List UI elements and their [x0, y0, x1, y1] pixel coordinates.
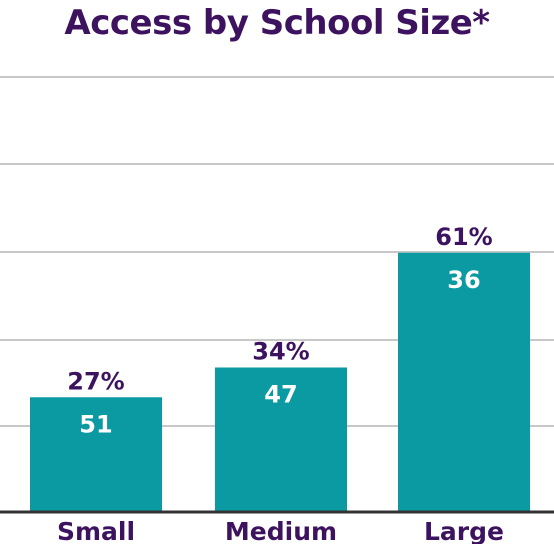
bars [30, 252, 530, 512]
bar-large [398, 252, 530, 512]
data-labels: 27% 51 34% 47 61% 36 [67, 223, 492, 439]
chart-title: Access by School Size* [64, 3, 490, 43]
category-label-small: Small [57, 517, 135, 544]
category-label-medium: Medium [225, 517, 337, 544]
count-label-large: 36 [447, 266, 480, 294]
percent-label-medium: 34% [252, 338, 309, 366]
category-labels: Small Medium Large [57, 517, 504, 544]
count-label-medium: 47 [264, 381, 297, 409]
count-label-small: 51 [79, 410, 112, 438]
percent-label-large: 61% [435, 223, 492, 251]
bar-medium [215, 367, 347, 512]
bar-small [30, 397, 162, 512]
percent-label-small: 27% [67, 367, 124, 395]
category-label-large: Large [424, 517, 504, 544]
